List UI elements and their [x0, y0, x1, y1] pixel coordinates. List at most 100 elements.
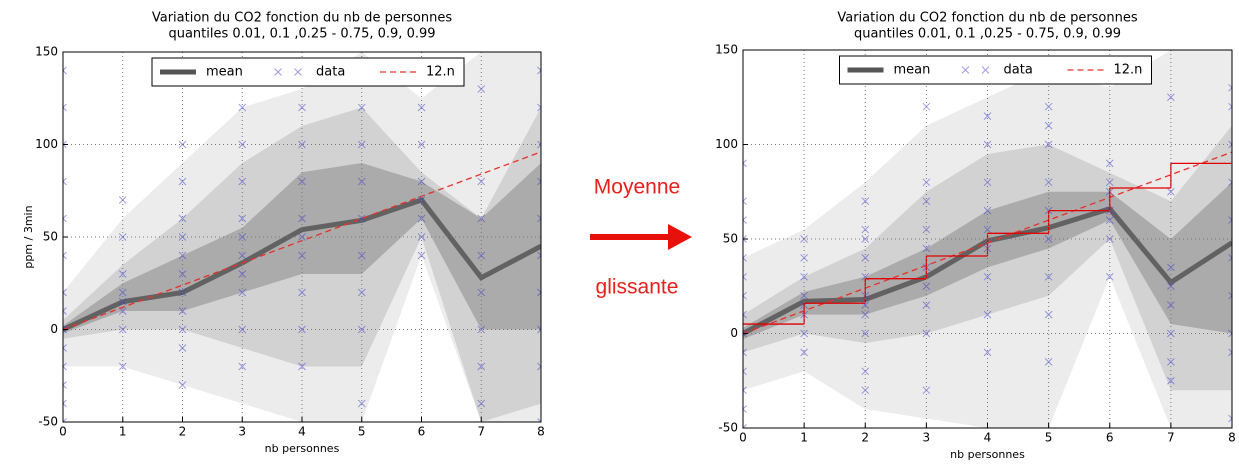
data-point [178, 307, 187, 315]
data-point [1105, 235, 1114, 243]
data-point [1044, 235, 1053, 243]
legend-label: mean [894, 63, 931, 78]
x-tick-label: 5 [358, 425, 366, 439]
data-point [238, 103, 247, 112]
data-point [298, 103, 306, 112]
legend-box [151, 57, 465, 87]
data-point [118, 362, 127, 371]
data-point [1167, 357, 1175, 366]
data-point [1167, 93, 1175, 102]
x-tick-label: 8 [1228, 431, 1236, 445]
legend-label: 12.n [426, 65, 455, 80]
data-point [1228, 178, 1232, 187]
x-tick-label: 5 [1045, 431, 1053, 445]
data-point [477, 177, 486, 186]
data-point [1228, 291, 1232, 300]
data-point [238, 270, 247, 278]
chart-title: Variation du CO2 fonction du nb de perso… [152, 11, 453, 26]
x-tick-label: 1 [119, 425, 127, 439]
data-point [983, 348, 992, 357]
data-point [357, 214, 366, 223]
data-point [63, 177, 67, 186]
data-point [178, 251, 187, 260]
data-point [1044, 140, 1053, 149]
data-point [743, 235, 747, 243]
series-line [63, 197, 541, 332]
data-point [537, 418, 541, 422]
axes-frame [742, 49, 1233, 429]
y-tick-label: 0 [50, 322, 58, 336]
data-point [922, 225, 931, 234]
data-point [743, 367, 747, 376]
data-point [63, 418, 67, 422]
x-tick-label: 6 [418, 425, 426, 439]
data-point [743, 405, 747, 413]
data-point [477, 325, 486, 334]
x-tick-label: 7 [1167, 431, 1175, 445]
axes-frame [62, 51, 542, 423]
data-point [118, 297, 127, 306]
data-point [861, 329, 870, 338]
data-point [800, 235, 808, 243]
arrow-head [668, 224, 692, 250]
data-point [1228, 83, 1232, 92]
data-point [178, 270, 187, 278]
data-point [537, 66, 541, 75]
data-point [743, 291, 747, 300]
data-point [63, 307, 67, 315]
data-point [357, 325, 366, 334]
legend-label: 12.n [1114, 63, 1143, 78]
data-point [861, 367, 870, 376]
data-point [861, 235, 870, 243]
data-point [63, 288, 67, 297]
x-tick-label: 3 [923, 431, 931, 445]
y-axis-label: ppm / 3min [22, 205, 35, 268]
data-point [983, 272, 992, 281]
data-point [1228, 348, 1232, 357]
legend-label: data [316, 65, 345, 80]
data-point [800, 254, 808, 262]
data-point [63, 66, 67, 75]
data-point [983, 112, 992, 121]
legend-label: mean [206, 65, 243, 80]
x-tick-label: 4 [298, 425, 306, 439]
x-tick-label: 6 [1106, 431, 1114, 445]
data-point [477, 214, 486, 223]
data-point [537, 362, 541, 371]
data-point [63, 344, 67, 352]
data-point [1228, 254, 1232, 262]
data-point [63, 362, 67, 371]
data-point [743, 216, 747, 224]
x-axis-label: nb personnes [265, 442, 340, 455]
data-point [922, 329, 931, 338]
x-tick-label: 1 [800, 431, 808, 445]
data-point [118, 325, 127, 334]
data-point [861, 225, 870, 234]
y-tick-label: -50 [38, 415, 58, 429]
legend-marker [274, 68, 282, 76]
data-point [63, 399, 67, 408]
data-point [537, 251, 541, 260]
data-point [477, 251, 486, 260]
data-point [357, 251, 366, 260]
data-point [178, 177, 187, 186]
data-point [1105, 159, 1114, 168]
data-point [537, 177, 541, 186]
data-point [298, 325, 306, 334]
data-point [922, 197, 931, 206]
x-tick-label: 3 [238, 425, 246, 439]
data-point [537, 325, 541, 334]
data-point [477, 362, 486, 371]
data-point [238, 214, 247, 223]
data-point [800, 291, 808, 300]
data-point [238, 325, 247, 334]
data-point [63, 381, 67, 389]
data-point [1228, 102, 1232, 111]
data-point [357, 177, 366, 186]
y-tick-label: 0 [730, 326, 738, 340]
data-point [1105, 272, 1114, 281]
data-point [238, 251, 247, 260]
data-point [800, 329, 808, 338]
data-point [743, 272, 747, 281]
